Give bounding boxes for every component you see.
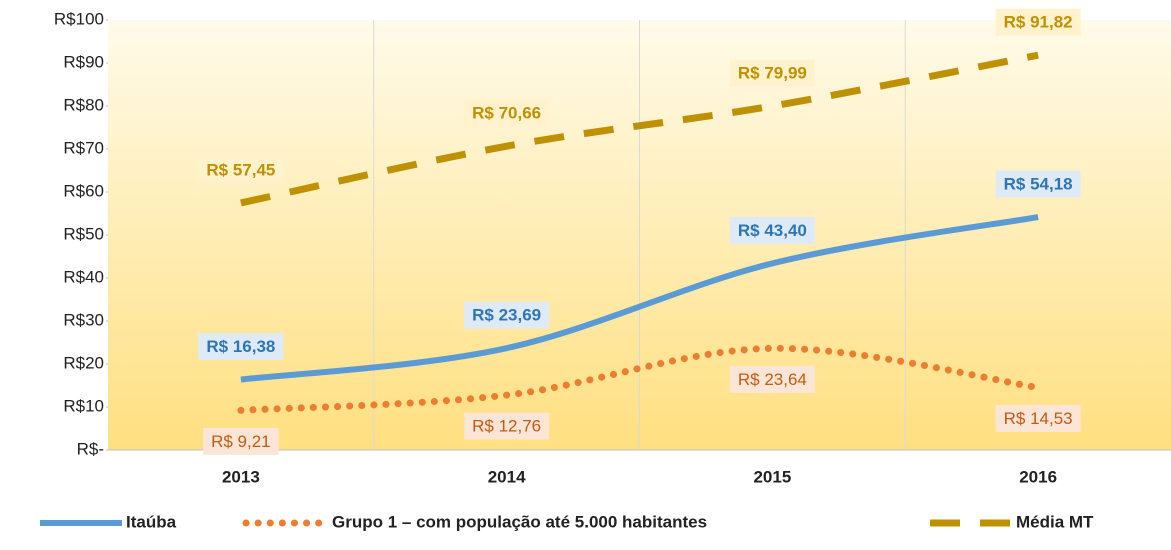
data-label-text: R$ 43,40: [738, 221, 807, 240]
data-label: R$ 14,53: [995, 405, 1081, 433]
legend-label: Média MT: [1016, 512, 1094, 531]
data-label: R$ 16,38: [198, 333, 284, 361]
data-label: R$ 57,45: [198, 156, 284, 184]
data-label: R$ 79,99: [729, 59, 815, 87]
data-label-text: R$ 14,53: [1004, 409, 1073, 428]
series-line: [240, 51, 1039, 207]
y-tick-label: R$10: [63, 396, 104, 415]
data-label: R$ 43,40: [729, 216, 815, 244]
data-label: R$ 9,21: [203, 427, 279, 455]
data-label-box: [995, 8, 1081, 36]
data-label-box: [729, 216, 815, 244]
x-tick-label: 2013: [222, 467, 260, 486]
data-label-box: [995, 405, 1081, 433]
y-tick-label: R$100: [54, 9, 104, 28]
data-label-box: [729, 59, 815, 87]
data-label-text: R$ 79,99: [738, 64, 807, 83]
y-tick-label: R$40: [63, 267, 104, 286]
series-line: [237, 344, 1042, 414]
data-label-box: [995, 170, 1081, 198]
y-tick-label: R$20: [63, 353, 104, 372]
data-label: R$ 70,66: [464, 99, 550, 127]
data-label: R$ 12,76: [464, 412, 550, 440]
data-label-box: [198, 333, 284, 361]
legend-label: Itaúba: [126, 512, 177, 531]
data-label: R$ 23,64: [729, 365, 815, 393]
data-label-box: [198, 156, 284, 184]
x-tick-label: 2015: [753, 467, 791, 486]
data-label: R$ 23,69: [464, 301, 550, 329]
data-label-text: R$ 91,82: [1004, 13, 1073, 32]
data-label-text: R$ 57,45: [206, 160, 275, 179]
data-label-box: [464, 301, 550, 329]
data-label-text: R$ 23,64: [738, 370, 807, 389]
y-tick-label: R$70: [63, 138, 104, 157]
data-label-box: [729, 365, 815, 393]
data-label-box: [464, 412, 550, 440]
data-label-text: R$ 54,18: [1004, 175, 1073, 194]
y-tick-label: R$60: [63, 181, 104, 200]
data-label-text: R$ 12,76: [472, 417, 541, 436]
legend-label: Grupo 1 – com população até 5.000 habita…: [332, 512, 707, 531]
data-label-text: R$ 9,21: [211, 432, 271, 451]
data-label-box: [203, 427, 279, 455]
data-label-text: R$ 23,69: [472, 306, 541, 325]
y-tick-label: R$80: [63, 95, 104, 114]
y-tick-label: R$30: [63, 310, 104, 329]
x-tick-label: 2016: [1019, 467, 1057, 486]
data-label: R$ 54,18: [995, 170, 1081, 198]
series-line: [240, 214, 1039, 383]
data-label-box: [464, 99, 550, 127]
y-tick-label: R$50: [63, 224, 104, 243]
y-tick-label: R$-: [77, 439, 104, 458]
data-label: R$ 91,82: [995, 8, 1081, 36]
y-tick-label: R$90: [63, 52, 104, 71]
data-label-text: R$ 16,38: [206, 337, 275, 356]
x-tick-label: 2014: [488, 467, 526, 486]
data-label-text: R$ 70,66: [472, 104, 541, 123]
